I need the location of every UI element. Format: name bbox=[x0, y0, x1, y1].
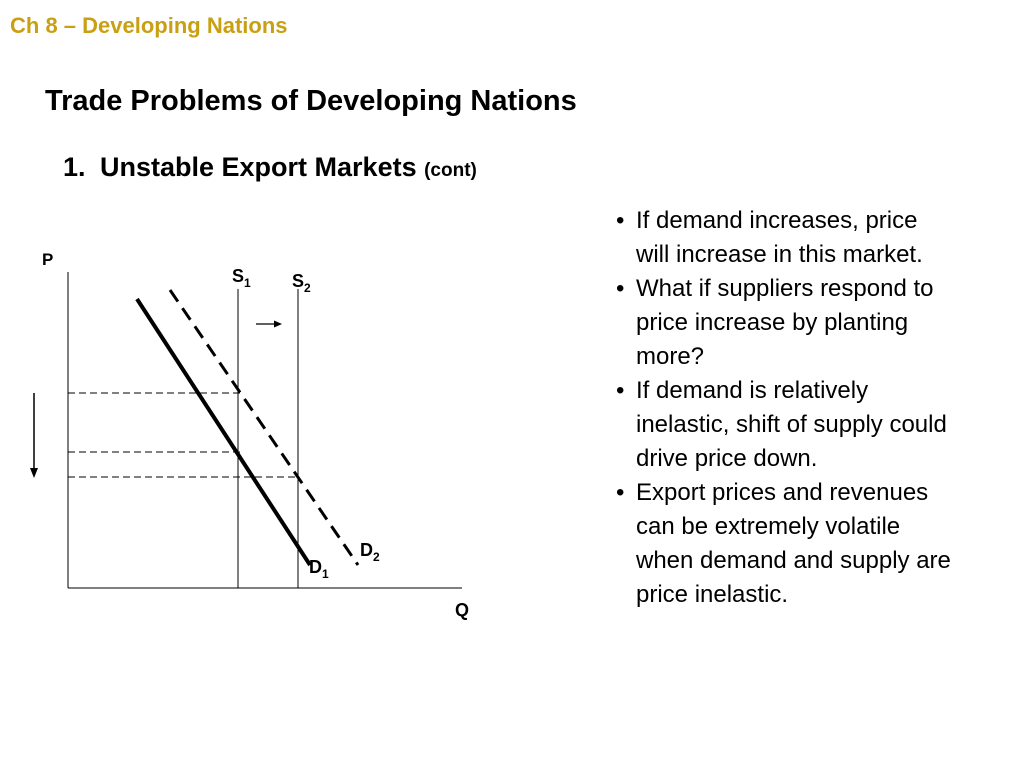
label-s1: S1 bbox=[232, 266, 251, 290]
slide-title: Trade Problems of Developing Nations bbox=[45, 85, 577, 117]
bullet-item: • If demand increases, price will increas… bbox=[616, 204, 956, 272]
bullet-item: • Export prices and revenues can be extre… bbox=[616, 476, 956, 612]
label-d2: D2 bbox=[360, 540, 380, 564]
bullet-text: If demand is relatively inelastic, shift… bbox=[636, 377, 947, 472]
demand-curve-d1 bbox=[135, 297, 312, 567]
subtitle-note: (cont) bbox=[424, 160, 477, 181]
axis-label-q: Q bbox=[455, 600, 469, 620]
bullet-list: • If demand increases, price will increas… bbox=[616, 204, 956, 612]
bullet-marker: • bbox=[616, 479, 625, 506]
label-s2: S2 bbox=[292, 271, 311, 295]
supply-shift-arrow bbox=[256, 320, 282, 328]
price-down-arrow bbox=[30, 393, 38, 478]
bullet-text: If demand increases, price will increase… bbox=[636, 207, 923, 268]
bullet-text: What if suppliers respond to price incre… bbox=[636, 275, 934, 370]
bullet-marker: • bbox=[616, 275, 625, 302]
axis-label-p: P bbox=[42, 250, 53, 269]
demand-curve-d2 bbox=[168, 289, 360, 566]
slide-subtitle: 1. Unstable Export Markets (cont) bbox=[63, 152, 477, 183]
bullet-text: Export prices and revenues can be extrem… bbox=[636, 479, 951, 608]
bullet-item: • If demand is relatively inelastic, shif… bbox=[616, 374, 956, 476]
bullet-marker: • bbox=[616, 207, 625, 234]
chapter-heading: Ch 8 – Developing Nations bbox=[10, 13, 288, 38]
bullet-marker: • bbox=[616, 377, 625, 404]
bullet-item: • What if suppliers respond to price incr… bbox=[616, 272, 956, 374]
subtitle-text: Unstable Export Markets bbox=[100, 152, 417, 182]
subtitle-number: 1. bbox=[63, 152, 86, 182]
label-d1: D1 bbox=[309, 557, 329, 581]
